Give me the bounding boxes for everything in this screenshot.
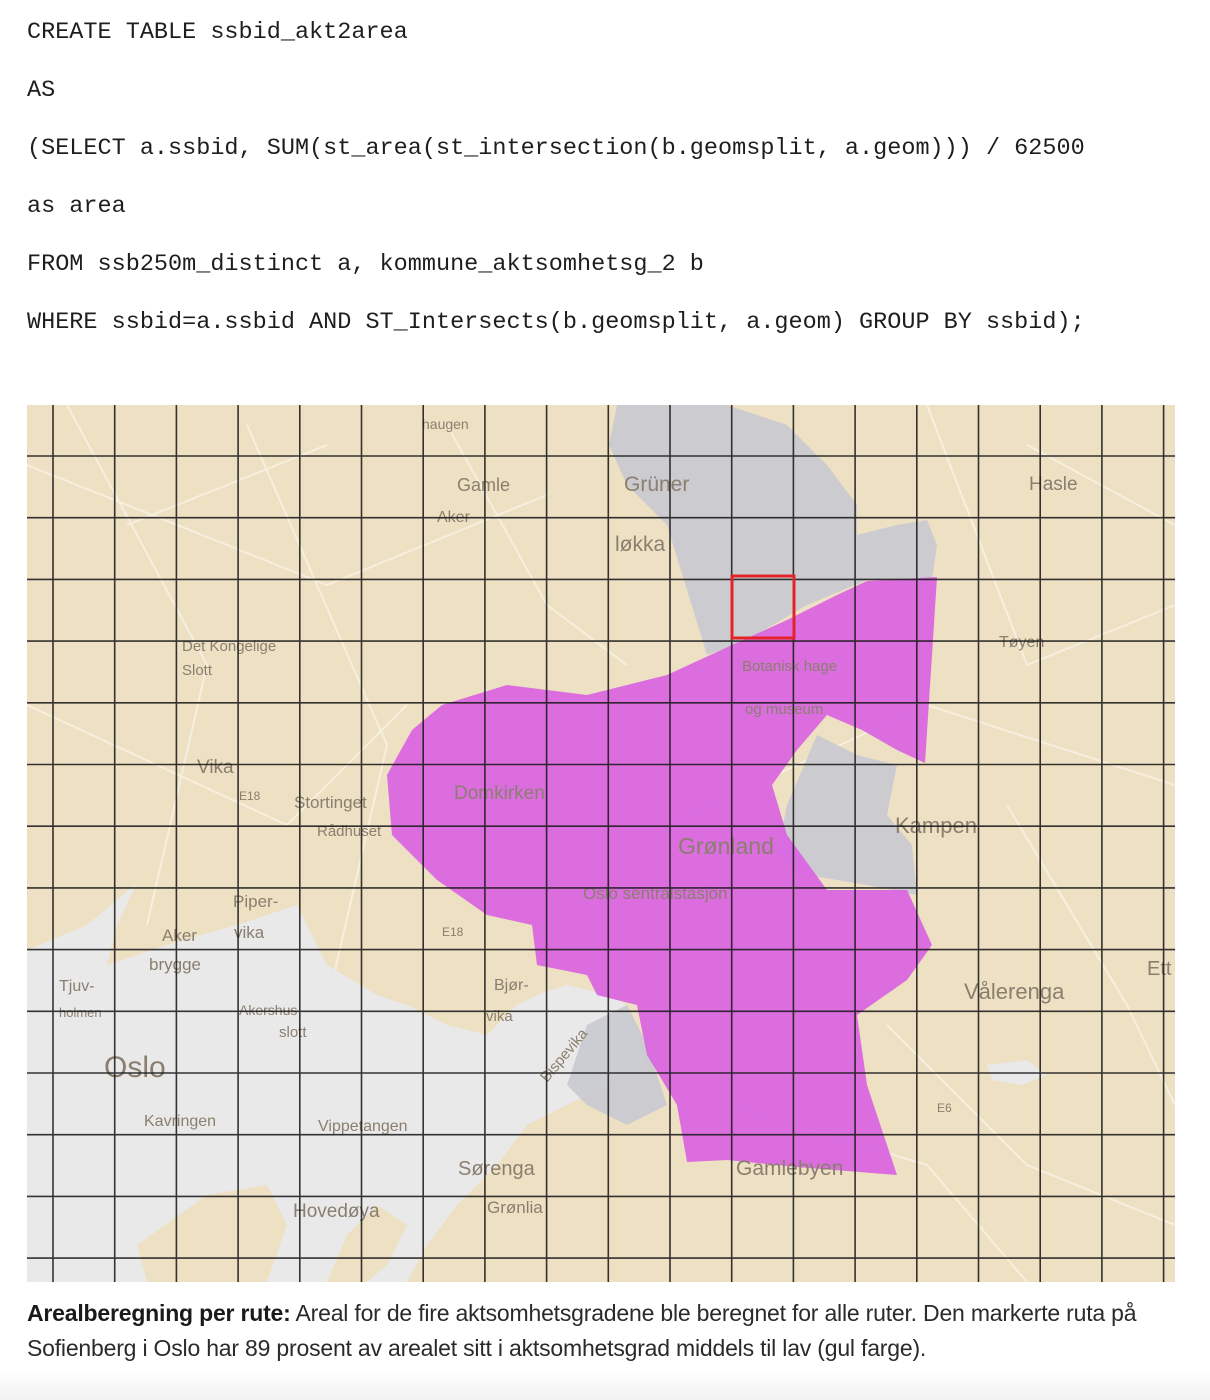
map-label-e18-b: E18 xyxy=(442,925,464,939)
map-label-toyen: Tøyen xyxy=(999,634,1044,651)
map-label-valerenga: Vålerenga xyxy=(964,979,1065,1004)
code-line: as area xyxy=(27,193,126,220)
map-label-vippetangen: Vippetangen xyxy=(318,1118,408,1135)
map-label-e18-a: E18 xyxy=(239,789,261,803)
map-label-ett: Ett xyxy=(1147,958,1172,980)
map-label-botanisk: Botanisk hage xyxy=(742,658,837,675)
highlighted-grid-cell xyxy=(730,574,796,640)
code-line: WHERE ssbid=a.ssbid AND ST_Intersects(b.… xyxy=(27,309,1085,336)
map-label-museum: og museum xyxy=(745,701,823,718)
map-label-hasle: Hasle xyxy=(1029,474,1078,495)
map-label-gruner: Grüner xyxy=(624,473,689,496)
map-label-sorenga: Sørenga xyxy=(458,1158,536,1180)
map-label-gamle: Gamle xyxy=(457,475,510,495)
map-label-radhuset: Rådhuset xyxy=(317,823,382,840)
code-line: FROM ssb250m_distinct a, kommune_aktsomh… xyxy=(27,251,704,278)
caption-lead: Arealberegning per rute: xyxy=(27,1300,291,1326)
map-label-vika: vika xyxy=(234,923,265,942)
map-label-gronlia: Grønlia xyxy=(487,1198,543,1217)
code-line: (SELECT a.ssbid, SUM(st_area(st_intersec… xyxy=(27,135,1085,162)
grey-zone-area xyxy=(567,1005,667,1125)
map-label-vika-top: Vika xyxy=(197,757,234,778)
grey-zone-area xyxy=(609,405,937,655)
figure-caption: Arealberegning per rute: Areal for de fi… xyxy=(27,1296,1187,1366)
map-label-det-kongelige: Det Kongelige xyxy=(182,638,276,655)
map-label-holmen: holmen xyxy=(59,1005,102,1020)
map-label-oslo-s: Oslo sentralstasjon xyxy=(583,884,728,903)
map-label-kavringen: Kavringen xyxy=(144,1113,216,1130)
map-label-gronland: Grønland xyxy=(678,833,774,859)
code-line: CREATE TABLE ssbid_akt2area xyxy=(27,19,408,46)
map-label-e6: E6 xyxy=(937,1101,952,1115)
map-label-domkirken: Domkirken xyxy=(454,783,545,804)
map-label-vika2: vika xyxy=(486,1008,513,1025)
map-label-akershus: Akershus xyxy=(239,1002,297,1018)
map-label-oslo: Oslo xyxy=(104,1051,166,1084)
map-label-gamlebyen: Gamlebyen xyxy=(736,1157,843,1180)
map-label-stortinget: Stortinget xyxy=(294,793,367,812)
map-label-slott2: slott xyxy=(279,1024,307,1041)
map-label-tjuv: Tjuv- xyxy=(59,978,95,995)
map-label-piper: Piper- xyxy=(233,892,278,911)
purple-zone-area xyxy=(387,577,937,1175)
map-figure: haugen Gamle Aker Grüner løkka Hasle Det Konge… xyxy=(27,405,1175,1282)
grey-zone-area xyxy=(777,735,917,895)
map-label-haugen: haugen xyxy=(422,416,469,432)
map-label-aker2: Aker xyxy=(162,926,197,945)
water-fjord xyxy=(27,883,647,1282)
map-label-bjor: Bjør- xyxy=(494,977,529,994)
code-line: AS xyxy=(27,77,56,104)
map-label-slott: Slott xyxy=(182,662,213,679)
water-island-cut xyxy=(327,1205,407,1282)
grid-lines xyxy=(27,405,1175,1282)
caption-text: Areal for de fire aktsomhetsgradene ble … xyxy=(27,1300,1137,1361)
page-bottom-fade xyxy=(0,1370,1210,1400)
map-label-lokka: løkka xyxy=(615,533,665,556)
map-label-hovedoya: Hovedøya xyxy=(293,1201,380,1222)
map-label-brygge: brygge xyxy=(149,955,201,974)
sql-code-block: CREATE TABLE ssbid_akt2area AS (SELECT a… xyxy=(27,14,1187,362)
map-canvas: haugen Gamle Aker Grüner løkka Hasle Det Konge… xyxy=(27,405,1175,1282)
